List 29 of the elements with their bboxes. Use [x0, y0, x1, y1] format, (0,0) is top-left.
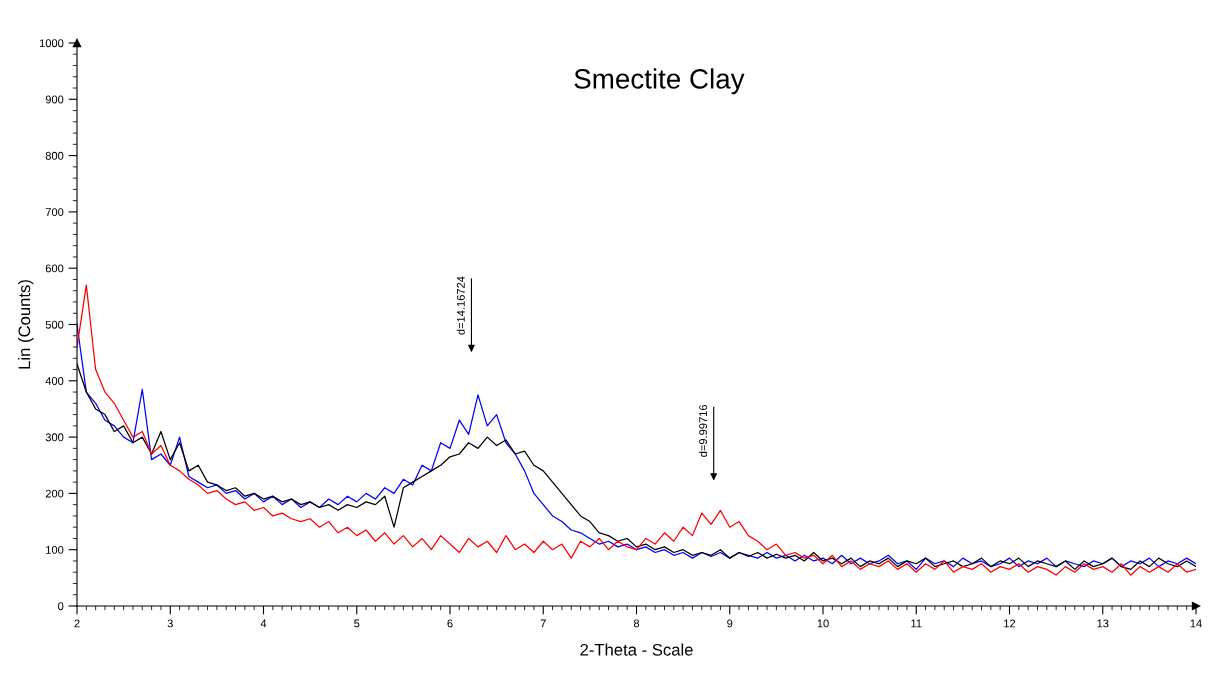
y-tick-label: 400: [45, 377, 64, 385]
x-tick-label: 11: [911, 619, 922, 628]
y-tick-label: 300: [45, 433, 64, 442]
y-tick-label: 800: [45, 151, 64, 160]
y-axis-title: Lin (Counts): [18, 280, 34, 369]
y-tick-label: 500: [45, 320, 64, 329]
y-tick-label: 700: [45, 208, 64, 217]
x-tick-label: 2: [74, 619, 80, 628]
x-tick-label: 9: [727, 619, 733, 628]
x-tick-label: 6: [447, 619, 453, 628]
x-tick-label: 7: [540, 619, 546, 628]
y-tick-label: 0: [58, 602, 64, 611]
x-tick-label: 3: [167, 619, 173, 628]
x-axis-title: 2-Theta - Scale: [580, 643, 693, 656]
annotation: d=9.99716: [698, 404, 708, 457]
annotation: d=14.16724: [456, 276, 465, 335]
x-tick-label: 4: [260, 619, 267, 628]
x-tick-label: 13: [1097, 619, 1109, 628]
text: Smectite Clay: [574, 68, 745, 95]
y-tick-label: 1000: [39, 39, 64, 48]
y-tick-label: 200: [45, 489, 64, 498]
x-tick-label: 8: [633, 619, 640, 628]
y-tick-label: 900: [45, 95, 64, 104]
x-tick-label: 14: [1190, 619, 1202, 628]
y-tick-label: 600: [45, 264, 64, 273]
x-tick-label: 12: [1004, 619, 1016, 628]
x-tick-label: 5: [354, 619, 360, 628]
y-tick-label: 100: [46, 545, 64, 554]
x-tick-label: 10: [817, 619, 829, 628]
